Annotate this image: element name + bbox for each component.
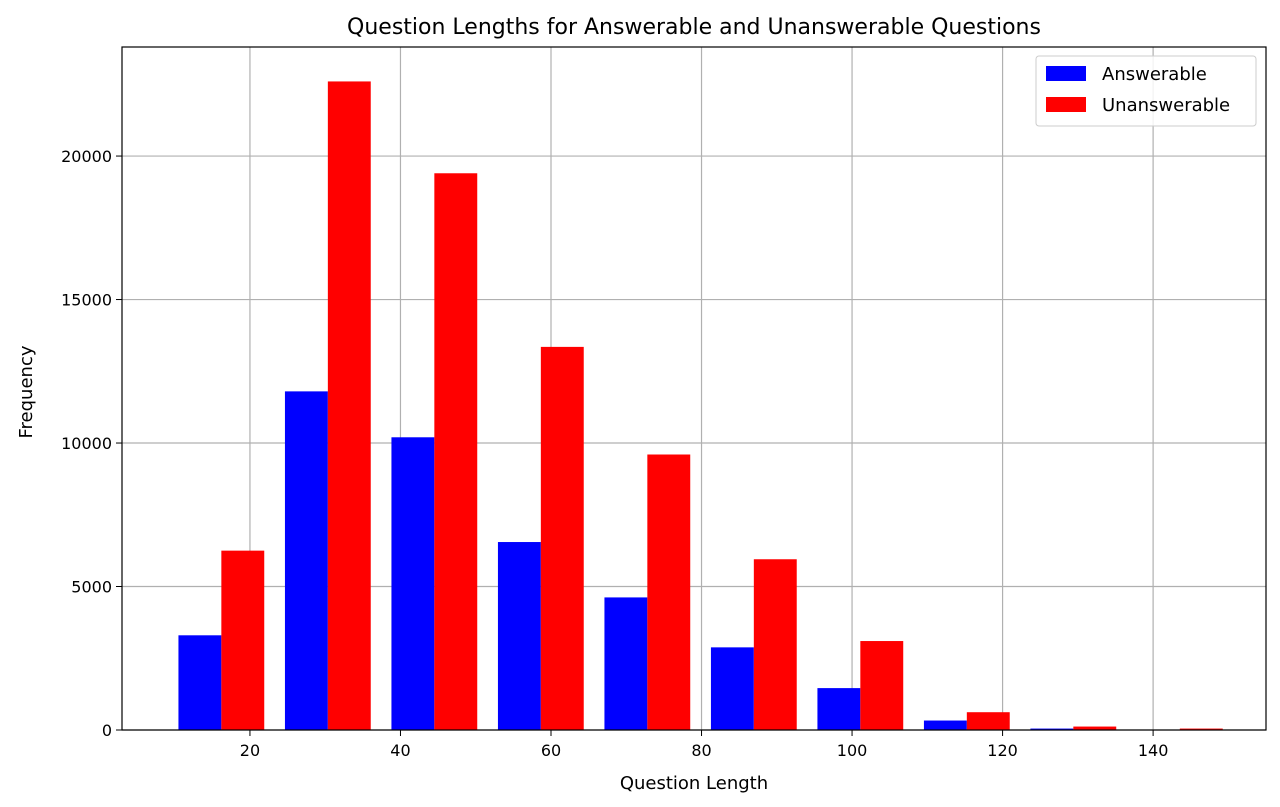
bar-unanswerable <box>966 712 1010 730</box>
bar-answerable <box>497 542 541 730</box>
bar-answerable <box>604 597 648 730</box>
bar-answerable <box>817 688 861 730</box>
chart-title: Question Lengths for Answerable and Unan… <box>347 15 1041 40</box>
legend: Answerable Unanswerable <box>1035 55 1257 127</box>
legend-swatch-unanswerable <box>1046 97 1086 112</box>
legend-label-unanswerable: Unanswerable <box>1102 95 1230 116</box>
plot-frame <box>121 46 1267 731</box>
bar-unanswerable <box>753 559 797 730</box>
grid <box>122 47 1266 731</box>
y-tick-label: 0 <box>102 721 112 740</box>
x-tick-label: 20 <box>240 741 260 760</box>
bar-answerable <box>1030 728 1074 730</box>
bar-answerable <box>178 635 222 730</box>
bar-answerable <box>710 647 754 730</box>
legend-swatch-answerable <box>1046 66 1086 81</box>
bar-unanswerable <box>327 81 371 731</box>
bar-unanswerable <box>860 641 904 730</box>
bar-answerable <box>923 720 967 730</box>
bars <box>178 81 1223 731</box>
x-tick-label: 80 <box>691 741 711 760</box>
bar-unanswerable <box>540 346 584 730</box>
x-tick-label: 60 <box>541 741 561 760</box>
legend-label-answerable: Answerable <box>1102 64 1207 85</box>
legend-frame <box>1035 55 1257 127</box>
ticks: 20 40 60 80 100 120 140 0 5000 10000 15000 20000 <box>61 147 1168 760</box>
bar-unanswerable <box>221 550 265 730</box>
y-tick-label: 15000 <box>61 291 112 310</box>
x-tick-label: 40 <box>390 741 410 760</box>
bar-unanswerable <box>434 173 478 730</box>
y-tick-label: 5000 <box>71 578 112 597</box>
y-tick-label: 20000 <box>61 147 112 166</box>
bar-unanswerable <box>1073 726 1117 730</box>
bar-answerable <box>284 391 328 730</box>
x-axis-label: Question Length <box>620 773 768 794</box>
bar-unanswerable <box>647 454 691 730</box>
y-axis-label: Frequency <box>16 345 37 438</box>
bar-answerable <box>391 437 435 730</box>
bar-unanswerable <box>1179 728 1223 730</box>
x-tick-label: 100 <box>837 741 868 760</box>
y-tick-label: 10000 <box>61 434 112 453</box>
x-tick-label: 120 <box>987 741 1018 760</box>
x-tick-label: 140 <box>1138 741 1169 760</box>
